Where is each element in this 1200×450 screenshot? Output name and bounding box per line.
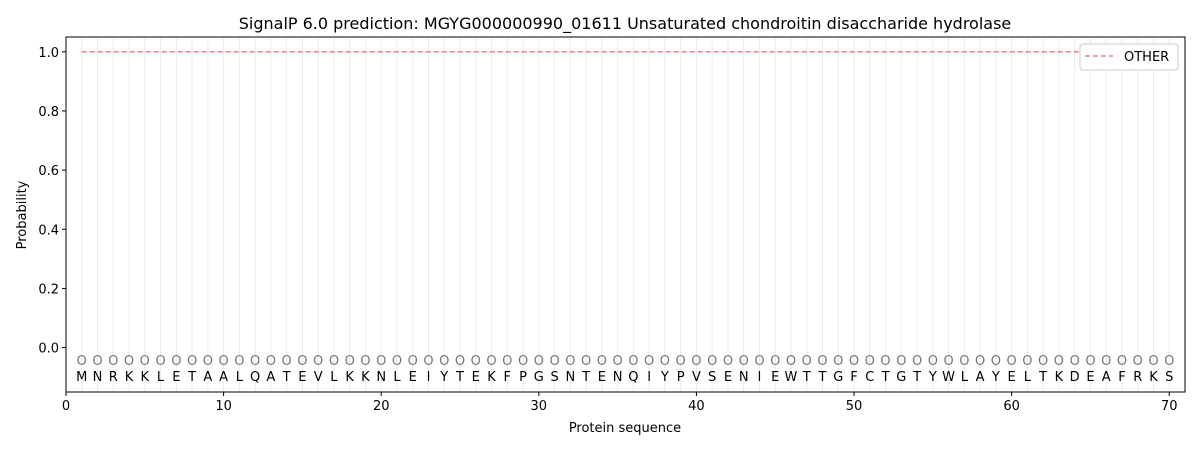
x-tick-label: 0 — [62, 399, 70, 414]
y-tick-label: 0.2 — [38, 282, 59, 297]
sequence-row: MNRKKLETAALQATEVLKKNLEIYTEKFPGSNTENQIYPV… — [76, 370, 1173, 385]
legend-label-other: OTHER — [1124, 50, 1169, 65]
x-tick-label: 20 — [373, 399, 390, 414]
x-axis-label: Protein sequence — [569, 421, 681, 436]
x-tick-label: 40 — [688, 399, 705, 414]
y-tick-label: 0.4 — [38, 223, 59, 238]
axis-ticks: 0 10 20 30 40 50 60 70 0.0 0.2 0.4 0.6 0.8 1.0 — [38, 46, 1177, 414]
x-tick-label: 50 — [846, 399, 863, 414]
x-tick-label: 70 — [1161, 399, 1178, 414]
y-tick-label: 0.8 — [38, 105, 59, 120]
legend: OTHER — [1079, 43, 1179, 71]
grid-lines — [81, 37, 1170, 392]
x-tick-label: 30 — [531, 399, 548, 414]
predicted-labels-row: OOOOOOOOOOOOOOOOOOOOOOOOOOOOOOOOOOOOOOOO… — [77, 354, 1175, 369]
chart-title: SignalP 6.0 prediction: MGYG000000990_01… — [239, 14, 1012, 34]
y-tick-label: 0.6 — [38, 164, 59, 179]
x-tick-label: 60 — [1003, 399, 1020, 414]
y-tick-label: 0.0 — [38, 342, 59, 357]
plot-frame — [65, 36, 1186, 393]
x-tick-label: 10 — [215, 399, 232, 414]
y-axis-label: Probability — [15, 180, 30, 249]
y-tick-label: 1.0 — [38, 46, 59, 61]
